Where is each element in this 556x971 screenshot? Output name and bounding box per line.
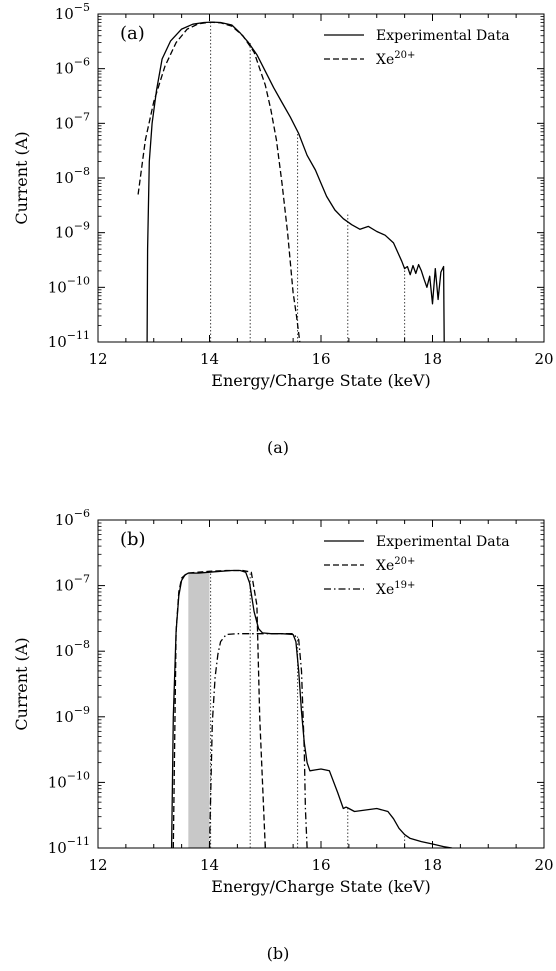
y-tick-label: 10−9: [55, 220, 90, 242]
y-axis-label: Current (A): [12, 131, 31, 224]
x-tick-label: 20: [534, 856, 553, 874]
legend-label: Experimental Data: [376, 534, 510, 550]
y-tick-label: 10−6: [55, 56, 90, 78]
series-line-solid: [170, 569, 453, 848]
series-line-dashed: [172, 569, 266, 848]
legend-label: Xe20+: [376, 556, 415, 574]
legend-label: Experimental Data: [376, 28, 510, 44]
x-tick-label: 12: [88, 856, 107, 874]
y-tick-label: 10−8: [55, 165, 90, 187]
x-tick-label: 14: [200, 350, 219, 368]
figure-caption: (b): [267, 944, 290, 963]
y-tick-label: 10−11: [48, 329, 90, 351]
x-axis-label: Energy/Charge State (keV): [211, 877, 430, 896]
panel-label: (a): [120, 23, 145, 44]
plot-frame: [97, 13, 545, 343]
y-tick-label: 10−11: [48, 835, 90, 857]
x-tick-label: 16: [311, 350, 330, 368]
y-tick-label: 10−6: [55, 507, 90, 529]
y-tick-label: 10−10: [48, 769, 90, 791]
y-tick-label: 10−9: [55, 704, 90, 726]
legend-label: Xe20+: [376, 50, 415, 68]
series-line-dashdot: [208, 633, 308, 848]
chart-panel-b: 12 14 16 18 20 10−11 10−10 10−9 10−8 10−7 10−6 Ener…: [12, 507, 554, 963]
series-group: [137, 21, 445, 342]
chart-panel-a: 12 14 16 18 20 10−11 10−10 10−9 10−8 10−7 10−6 10−5…: [12, 1, 554, 457]
x-tick-label: 14: [200, 856, 219, 874]
y-axis-label: Current (A): [12, 637, 31, 730]
y-tick-label: 10−10: [48, 274, 90, 296]
x-axis-label: Energy/Charge State (keV): [211, 371, 430, 390]
plot-frame: [97, 519, 545, 849]
panel-label: (b): [120, 529, 146, 550]
series-line-solid: [146, 21, 445, 342]
x-tick-label: 20: [534, 350, 553, 368]
y-tick-label: 10−7: [55, 573, 90, 595]
shaded-region: [188, 572, 210, 848]
x-tick-label: 12: [88, 350, 107, 368]
y-tick-label: 10−8: [55, 638, 90, 660]
y-tick-label: 10−5: [55, 1, 90, 23]
x-tick-label: 18: [423, 856, 442, 874]
x-tick-label: 18: [423, 350, 442, 368]
legend-label: Xe19+: [376, 580, 415, 598]
y-tick-label: 10−7: [55, 110, 90, 132]
figure-caption: (a): [267, 438, 289, 457]
x-tick-label: 16: [311, 856, 330, 874]
series-line-dashed: [137, 21, 301, 342]
series-group: [170, 569, 453, 848]
